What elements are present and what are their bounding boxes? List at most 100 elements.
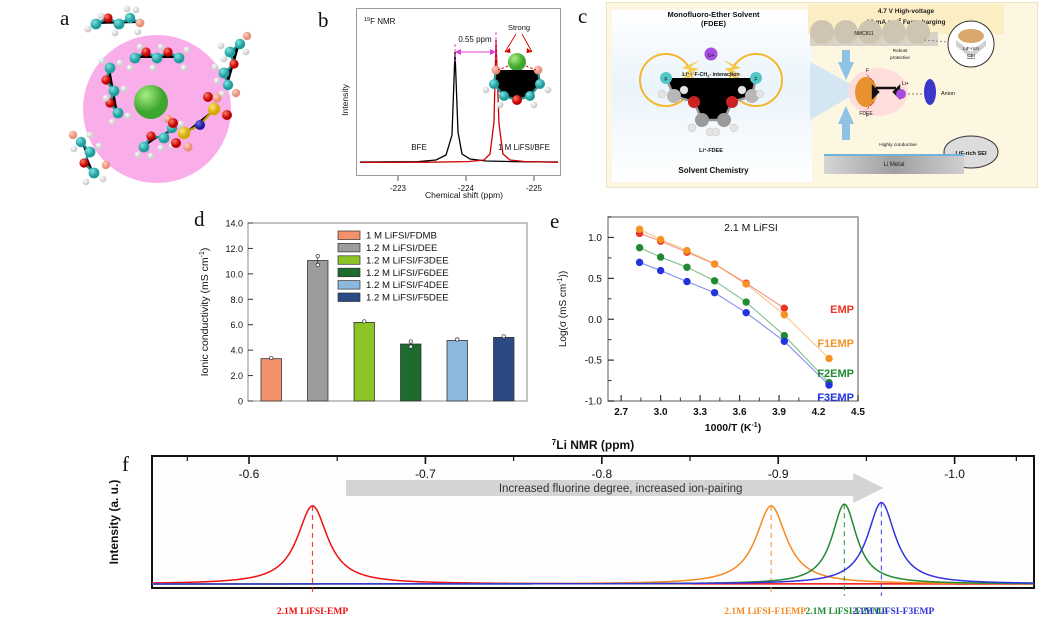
panel-b-trace-bfe: [359, 51, 559, 163]
panel-c-anion: [924, 79, 936, 105]
panel-c-robust-line2: protective: [890, 55, 910, 60]
panel-f-series-label-1: 2.1M LiFSI-F1EMP: [724, 607, 806, 617]
panel-d-ytick-label-4: 8.0: [230, 295, 243, 305]
panel-c-title-line1: Monofluoro-Ether Solvent: [667, 10, 760, 19]
panel-e-series-label-F1EMP: F1EMP: [817, 338, 854, 350]
panel-e-series-label-EMP: EMP: [830, 304, 854, 316]
panel-b-xlabel: Chemical shift (ppm): [425, 190, 503, 200]
panel-d-legend-label-5: 1.2 M LiFSI/F5DEE: [366, 293, 449, 304]
panel-e-point-F2EMP-5: [780, 331, 789, 340]
panel-b-xtick-1: -224: [458, 184, 475, 193]
panel-e-point-F3EMP-2: [683, 277, 691, 286]
panel-a-molecules: [68, 5, 252, 186]
panel-e-point-EMP-5: [780, 304, 789, 312]
panel-d-datapoint-3: [408, 339, 413, 344]
panel-a-solvation-structure: a: [18, 2, 318, 200]
panel-c-label: c: [578, 4, 588, 28]
panel-e-point-F2EMP-0: [635, 243, 644, 252]
panel-f-xtick-label-1: -0.7: [415, 467, 436, 481]
panel-d-legend-label-2: 1.2 M LiFSI/F3DEE: [366, 255, 449, 266]
panel-c-li-center-label: Li+: [902, 81, 909, 87]
panel-e-point-F1EMP-6: [825, 354, 833, 363]
panel-f-title: 7Li NMR (ppm): [552, 438, 634, 452]
panel-c-cathode-layer: NMC811: [810, 20, 938, 46]
li-ion-purple: [704, 47, 718, 61]
panel-d-ytick-label-6: 12.0: [225, 244, 243, 254]
panel-f-xtick-label-2: -0.8: [591, 467, 612, 481]
fluorine-atom-left: [660, 72, 672, 84]
panel-d-datapoint-low-1: [315, 262, 320, 268]
panel-f-xtick-label-4: -1.0: [944, 467, 965, 481]
panel-e-xtick-label-2: 3.3: [693, 407, 707, 418]
panel-b-label-lifsi-bfe: 1 M LiFSI/BFE: [498, 143, 550, 152]
panel-e-point-F1EMP-1: [656, 235, 665, 244]
panel-c-robust-line1: Robust: [893, 48, 908, 53]
panel-b-delta-annotation: [454, 32, 497, 62]
panel-f-label: f: [122, 452, 129, 476]
panel-f-xtick-label-0: -0.6: [239, 467, 260, 481]
panel-c-cathode-label: NMC811: [854, 31, 874, 37]
panel-c-conductive-label: Highly conductive: [879, 142, 917, 148]
panel-e-title: 2.1 M LiFSI: [724, 222, 778, 234]
panel-e-plot: 2.1 M LiFSI 2.7 3.0 3.3 3.6 3.9 4.2 4.5 -1.0 -0.5…: [557, 216, 865, 434]
panel-e-point-F1EMP-4: [742, 280, 750, 288]
panel-d-ytick-label-2: 4.0: [230, 346, 243, 356]
panel-c-anion-label: Anion: [941, 91, 955, 97]
panel-e-series-label-F2EMP: F2EMP: [817, 368, 854, 380]
panel-e-point-F3EMP-5: [780, 337, 789, 346]
panel-e-label: e: [550, 209, 560, 233]
panel-e-xtick-label-0: 2.7: [614, 407, 628, 418]
panel-d-legend-swatch-1: [337, 243, 361, 253]
panel-d-bar-0: [260, 358, 282, 402]
panel-c-interaction-label: Li+···F-CH2- interaction: [682, 71, 739, 78]
panel-e-point-F2EMP-2: [683, 263, 691, 271]
panel-d-datapoint-5: [501, 334, 506, 339]
panel-e-point-F1EMP-5: [780, 311, 789, 319]
panel-b-19f-nmr: b Intensity 19F NMR 0.55 ppm BFE 1 M LiF…: [318, 4, 568, 200]
panel-e-ytick-label-0: -1.0: [585, 397, 603, 408]
panel-b-ylabel: Intensity: [340, 83, 350, 115]
panel-c-cei-circle: [947, 20, 995, 68]
panel-d-legend-swatch-2: [337, 255, 361, 265]
panel-c-f-bottom: F: [866, 113, 869, 119]
panel-e-point-F3EMP-0: [635, 258, 644, 267]
panel-e-xtick-label-3: 3.6: [733, 407, 747, 418]
panel-e-point-F2EMP-1: [656, 253, 665, 261]
panel-b-plot: Intensity 19F NMR 0.55 ppm BFE 1 M LiFSI…: [340, 17, 559, 200]
panel-e-ytick-label-4: 1.0: [588, 233, 602, 244]
panel-d-legend-swatch-4: [337, 280, 361, 290]
panel-e-point-F2EMP-4: [742, 298, 750, 306]
panel-d-bar-2: [353, 322, 375, 402]
panel-d-label: d: [194, 207, 205, 231]
li-ion-label: Li+: [708, 53, 715, 59]
lithium-ion-sphere: [134, 85, 168, 119]
panel-d-bar-1: [307, 260, 329, 402]
panel-d-bar-4: [446, 340, 468, 402]
panel-d-plot: 0 2.0 4.0 6.0 8.0 10.0 12.0 14.0 Ionic conductiv…: [199, 219, 528, 407]
f-label-left: F: [664, 77, 668, 83]
panel-d-ionic-conductivity-bar-chart: d 0 2.0 4.0 6.0 8.0 10.0 12.0 14.0 Ionic conduct…: [192, 205, 544, 433]
panel-b-label: b: [318, 8, 329, 32]
f-label-right: F: [754, 77, 758, 83]
panel-c-li-center: [896, 89, 906, 99]
panel-d-datapoint-4: [455, 337, 460, 342]
panel-c-arrow-up: [838, 50, 854, 80]
panel-e-ylabel: Log(σ (mS cm-1)): [557, 271, 569, 347]
panel-c-complex-label: Li+-FDEE: [699, 146, 723, 154]
panel-c-schematic: c Monofluoro-Ether Solvent (FDEE) Solven…: [578, 2, 1038, 190]
panel-f-series-label-2: 2.1M LiFSI-F2EMP: [805, 607, 887, 617]
panel-d-ylabel: Ionic conductivity (mS cm-1): [199, 248, 211, 377]
panel-e-arrhenius-conductivity-plot: e 2.1 M LiFSI 2.7 3.0 3.3 3.6 3.9 4.2 4.5 -1.0 -0…: [542, 205, 872, 437]
panel-d-datapoint-0: [269, 355, 274, 361]
panel-c-fdee-body: [855, 77, 877, 107]
panel-f-trace-3: [152, 501, 1035, 585]
panel-f-series-label-0: 2.1M LiFSI-EMP: [277, 607, 348, 617]
panel-e-xtick-label-1: 3.0: [654, 407, 668, 418]
panel-e-point-F2EMP-3: [710, 277, 719, 285]
panel-d-datapoint-1: [315, 254, 320, 259]
panel-c-funnel-arrow: [810, 62, 862, 120]
panel-e-series-label-F3EMP: F3EMP: [817, 392, 854, 404]
panel-f-xtick-label-3: -0.9: [768, 467, 789, 481]
panel-c-sei-label: LiF-rich SEI: [955, 151, 987, 157]
panel-b-xtick-0: -223: [390, 184, 407, 193]
